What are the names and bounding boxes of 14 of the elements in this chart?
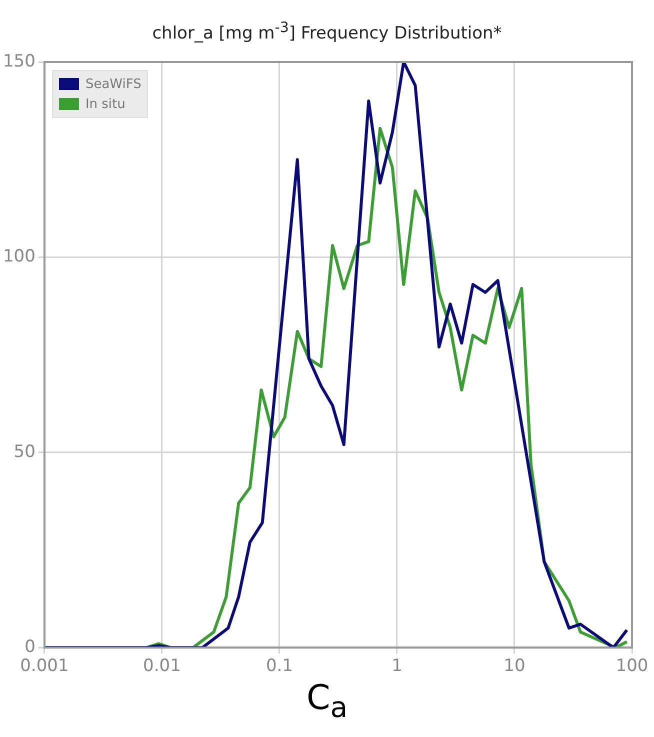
x-axis-title: C$_{a}$ xyxy=(305,678,349,724)
y-tick-label: 100 xyxy=(2,246,36,267)
x-tick-label: 1 xyxy=(392,656,402,676)
x-tick-label: 0.01 xyxy=(143,656,181,676)
x-tick-label: 0.1 xyxy=(266,656,293,676)
y-tick-label: 50 xyxy=(14,442,36,462)
x-tick-label: 10 xyxy=(504,656,526,676)
legend-label: SeaWiFS xyxy=(85,76,142,92)
y-tick-label: 0 xyxy=(24,637,36,658)
y-tick-label: 150 xyxy=(2,51,36,72)
legend-label: In situ xyxy=(85,96,126,112)
chart-title: chlor_a [mg m$^{-3}$] Frequency Distribution* xyxy=(151,20,503,44)
x-tick-label: 100 xyxy=(616,656,648,676)
x-tick-label: 0.001 xyxy=(20,656,69,676)
